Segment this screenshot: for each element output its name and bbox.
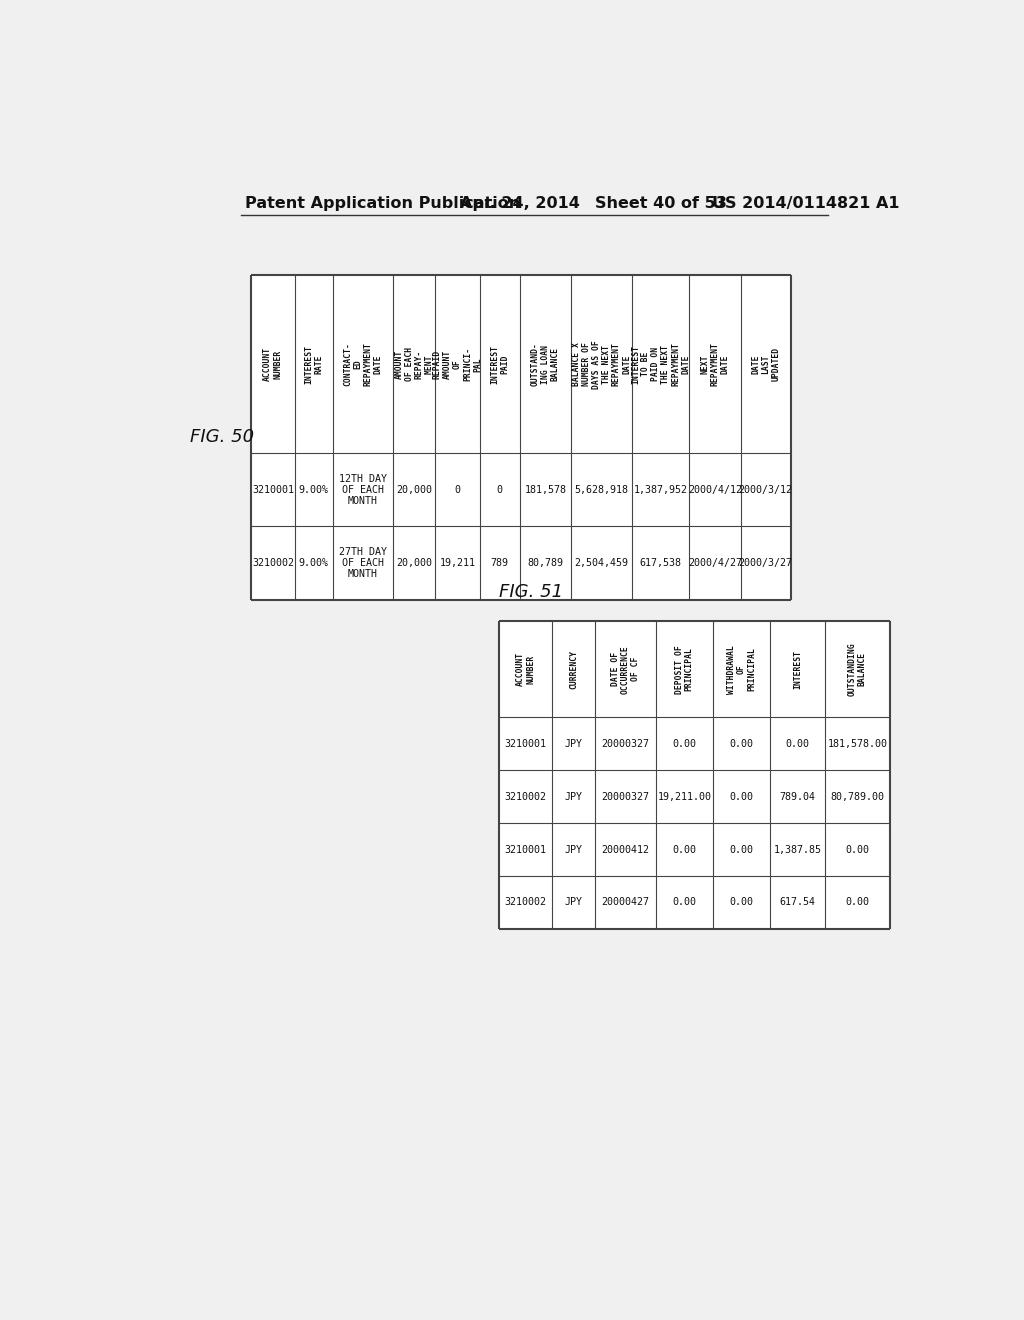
Text: 20000327: 20000327 <box>601 792 649 801</box>
Text: AMOUNT
OF EACH
REPAY-
MENT: AMOUNT OF EACH REPAY- MENT <box>394 347 434 381</box>
Text: 0: 0 <box>455 484 461 495</box>
Text: BALANCE X
NUMBER OF
DAYS AS OF
THE NEXT
REPAYMENT
DATE: BALANCE X NUMBER OF DAYS AS OF THE NEXT … <box>571 339 631 388</box>
Text: 3210002: 3210002 <box>252 558 294 568</box>
Text: 2000/3/12: 2000/3/12 <box>738 484 793 495</box>
Text: 0.00: 0.00 <box>729 739 754 748</box>
Text: REPAID
AMOUNT
OF
PRINCI-
PAL: REPAID AMOUNT OF PRINCI- PAL <box>433 347 482 381</box>
Text: 2000/4/27: 2000/4/27 <box>688 558 741 568</box>
Text: 0.00: 0.00 <box>846 898 869 907</box>
Text: DATE OF
OCCURRENCE
OF CF: DATE OF OCCURRENCE OF CF <box>611 644 640 693</box>
Text: WITHDRAWAL
OF
PRINCIPAL: WITHDRAWAL OF PRINCIPAL <box>727 644 756 693</box>
Text: 3210001: 3210001 <box>252 484 294 495</box>
Text: 19,211.00: 19,211.00 <box>657 792 712 801</box>
Bar <box>500 620 890 929</box>
Bar <box>251 276 791 599</box>
Text: 2,504,459: 2,504,459 <box>574 558 629 568</box>
Text: JPY: JPY <box>564 739 583 748</box>
Text: 80,789.00: 80,789.00 <box>830 792 885 801</box>
Text: 617,538: 617,538 <box>640 558 682 568</box>
Text: 1,387,952: 1,387,952 <box>634 484 687 495</box>
Text: 617.54: 617.54 <box>779 898 815 907</box>
Text: 20000412: 20000412 <box>601 845 649 854</box>
Text: FIG. 51: FIG. 51 <box>500 583 563 602</box>
Text: 0.00: 0.00 <box>673 898 696 907</box>
Text: Sheet 40 of 53: Sheet 40 of 53 <box>595 195 726 211</box>
Text: NEXT
REPAYMENT
DATE: NEXT REPAYMENT DATE <box>700 342 729 387</box>
Text: 27TH DAY
OF EACH
MONTH: 27TH DAY OF EACH MONTH <box>339 546 387 579</box>
Text: OUTSTAND-
ING LOAN
BALANCE: OUTSTAND- ING LOAN BALANCE <box>530 342 560 387</box>
Text: 181,578: 181,578 <box>524 484 566 495</box>
Text: INTEREST
RATE: INTEREST RATE <box>304 345 324 384</box>
Text: 789.04: 789.04 <box>779 792 815 801</box>
Text: JPY: JPY <box>564 792 583 801</box>
Text: 0.00: 0.00 <box>673 739 696 748</box>
Text: ACCOUNT
NUMBER: ACCOUNT NUMBER <box>263 347 283 381</box>
Text: 80,789: 80,789 <box>527 558 563 568</box>
Text: OUTSTANDING
BALANCE: OUTSTANDING BALANCE <box>848 643 867 696</box>
Text: 0.00: 0.00 <box>729 898 754 907</box>
Text: 181,578.00: 181,578.00 <box>827 739 888 748</box>
Text: 3210001: 3210001 <box>505 739 547 748</box>
Text: 3210002: 3210002 <box>505 792 547 801</box>
Text: 0.00: 0.00 <box>729 845 754 854</box>
Text: INTEREST
TO BE
PAID ON
THE NEXT
REPAYMENT
DATE: INTEREST TO BE PAID ON THE NEXT REPAYMEN… <box>631 342 690 387</box>
Text: INTEREST: INTEREST <box>793 649 802 689</box>
Text: JPY: JPY <box>564 898 583 907</box>
Text: 20,000: 20,000 <box>396 484 432 495</box>
Text: Apr. 24, 2014: Apr. 24, 2014 <box>460 195 580 211</box>
Text: INTEREST
PAID: INTEREST PAID <box>490 345 509 384</box>
Text: DEPOSIT OF
PRINCIPAL: DEPOSIT OF PRINCIPAL <box>675 644 694 693</box>
Text: 20,000: 20,000 <box>396 558 432 568</box>
Text: 19,211: 19,211 <box>439 558 475 568</box>
Text: 2000/4/12: 2000/4/12 <box>688 484 741 495</box>
Text: 9.00%: 9.00% <box>299 558 329 568</box>
Text: 1,387.85: 1,387.85 <box>773 845 821 854</box>
Text: 3210001: 3210001 <box>505 845 547 854</box>
Text: 20000427: 20000427 <box>601 898 649 907</box>
Text: 0: 0 <box>497 484 503 495</box>
Text: 2000/3/27: 2000/3/27 <box>738 558 793 568</box>
Text: JPY: JPY <box>564 845 583 854</box>
Text: Patent Application Publication: Patent Application Publication <box>246 195 520 211</box>
Text: 0.00: 0.00 <box>729 792 754 801</box>
Text: 789: 789 <box>490 558 509 568</box>
Text: 3210002: 3210002 <box>505 898 547 907</box>
Text: 20000327: 20000327 <box>601 739 649 748</box>
Text: 0.00: 0.00 <box>846 845 869 854</box>
Text: US 2014/0114821 A1: US 2014/0114821 A1 <box>712 195 900 211</box>
Text: CONTRACT-
ED
REPAYMENT
DATE: CONTRACT- ED REPAYMENT DATE <box>343 342 383 387</box>
Text: 12TH DAY
OF EACH
MONTH: 12TH DAY OF EACH MONTH <box>339 474 387 506</box>
Text: 9.00%: 9.00% <box>299 484 329 495</box>
Text: FIG. 50: FIG. 50 <box>189 429 254 446</box>
Text: 5,628,918: 5,628,918 <box>574 484 629 495</box>
Text: 0.00: 0.00 <box>785 739 809 748</box>
Text: DATE
LAST
UPDATED: DATE LAST UPDATED <box>752 347 780 381</box>
Text: ACCOUNT
NUMBER: ACCOUNT NUMBER <box>516 652 536 686</box>
Text: 0.00: 0.00 <box>673 845 696 854</box>
Text: CURRENCY: CURRENCY <box>569 649 579 689</box>
